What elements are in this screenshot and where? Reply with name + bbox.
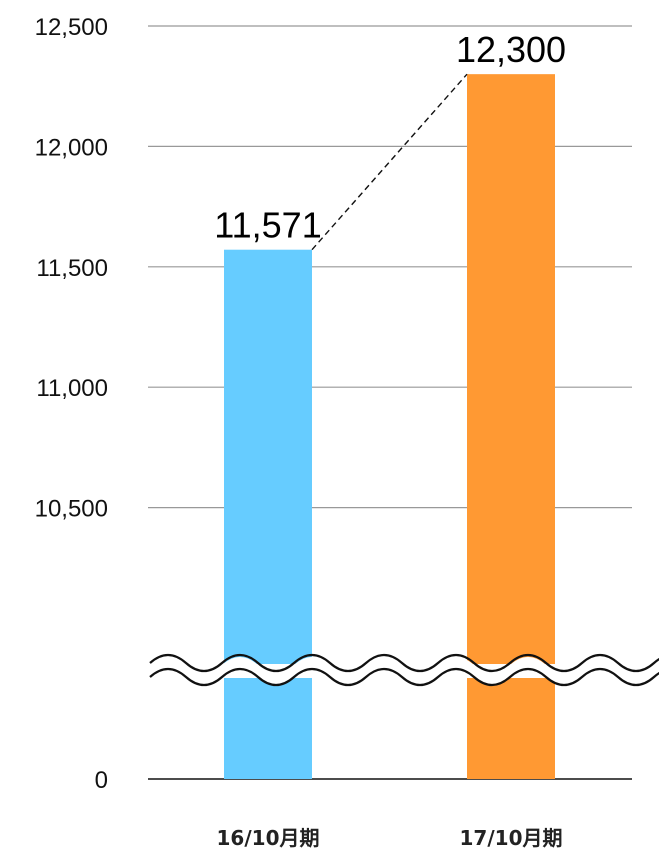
category-labels: 16/10月期 17/10月期 [217, 826, 563, 850]
data-label-1: 11,571 [214, 205, 321, 246]
category-label-2: 17/10月期 [460, 826, 563, 850]
y-tick-label-1: 10,500 [35, 496, 108, 523]
axis-break [149, 653, 659, 687]
y-axis-tick-labels: 0 10,500 11,000 11,500 12,000 12,500 [35, 14, 108, 794]
data-labels: 11,571 12,300 [214, 29, 566, 246]
y-tick-label-0: 0 [95, 767, 108, 794]
bar-1 [224, 249, 312, 780]
axis-break-line-bottom [149, 667, 659, 687]
y-tick-label-4: 12,000 [35, 134, 108, 161]
data-label-2: 12,300 [456, 29, 566, 70]
axis-break-line-top [149, 653, 659, 673]
y-tick-label-3: 11,500 [36, 255, 108, 282]
trend-connector [311, 73, 468, 251]
category-label-1: 16/10月期 [217, 826, 320, 850]
y-tick-label-2: 11,000 [36, 375, 108, 402]
axis-break-fill [150, 664, 659, 678]
y-tick-label-5: 12,500 [35, 14, 108, 41]
trend-connector-line [311, 73, 468, 251]
